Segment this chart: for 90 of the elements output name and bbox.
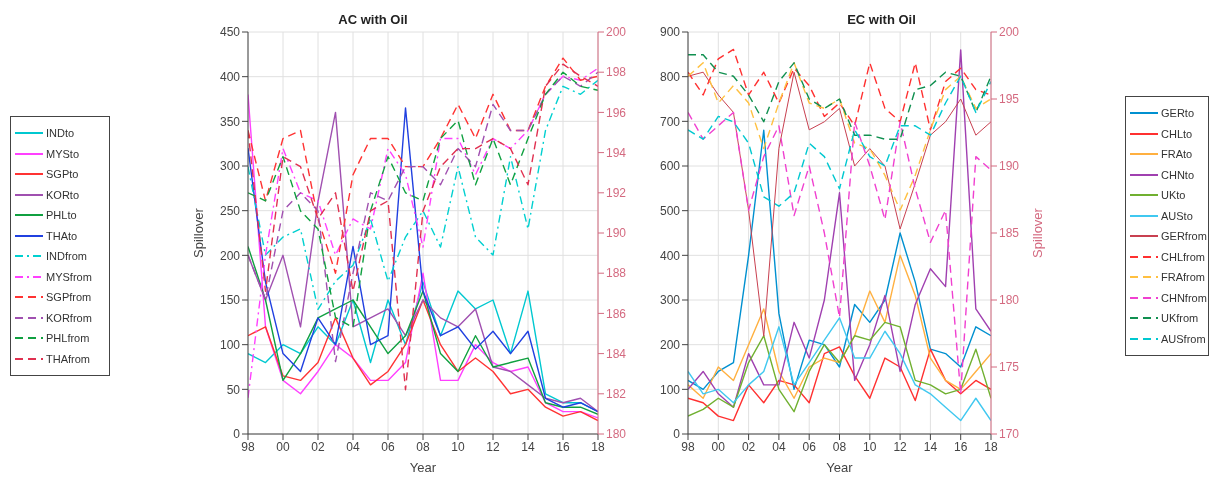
y-tick-label: 0 xyxy=(233,427,241,442)
legend-label: CHLfrom xyxy=(1161,250,1206,263)
x-tick-label: 18 xyxy=(984,439,998,454)
x-tick-label: 02 xyxy=(741,439,756,454)
y-tick-label: 400 xyxy=(219,69,241,84)
x-tick-label: 08 xyxy=(832,439,847,454)
chart-title: AC with Oil xyxy=(337,12,409,27)
x-tick-label: 04 xyxy=(772,439,786,454)
x-tick-label: 18 xyxy=(591,439,605,454)
x-tick-label: 14 xyxy=(521,439,535,454)
y-tick-label: 400 xyxy=(659,248,681,263)
x-tick-label: 98 xyxy=(681,439,695,454)
legend-label: CHNfrom xyxy=(1161,291,1207,304)
legend-label: FRAfrom xyxy=(1161,271,1205,284)
y2-axis-title: Spillover xyxy=(1029,207,1045,258)
legend-label: PHLfrom xyxy=(46,332,90,345)
x-axis-title: Year xyxy=(826,460,854,475)
y-tick-label: 0 xyxy=(673,427,681,442)
x-tick-label: 06 xyxy=(381,439,395,454)
y-tick-label: 300 xyxy=(219,159,241,174)
legend-label: INDto xyxy=(46,127,75,140)
y2-tick-label: 185 xyxy=(999,226,1020,241)
y2-tick-label: 195 xyxy=(999,92,1020,107)
y2-tick-label: 190 xyxy=(999,159,1020,174)
y-tick-label: 600 xyxy=(659,159,681,174)
legend-label: KORfrom xyxy=(46,311,92,324)
y2-tick-label: 192 xyxy=(606,186,627,201)
x-tick-label: 16 xyxy=(556,439,570,454)
y-tick-label: 500 xyxy=(659,203,681,218)
y2-tick-label: 194 xyxy=(606,145,627,160)
x-tick-label: 16 xyxy=(954,439,968,454)
y-tick-label: 450 xyxy=(219,25,241,40)
x-tick-label: 14 xyxy=(923,439,938,454)
x-tick-label: 08 xyxy=(416,439,430,454)
legend-label: AUSfrom xyxy=(1161,332,1206,345)
legend-label: MYSto xyxy=(46,147,80,160)
y2-tick-label: 196 xyxy=(606,105,627,120)
legend-label: THAto xyxy=(46,229,78,242)
legend-label: AUSto xyxy=(1161,209,1193,222)
y-tick-label: 700 xyxy=(659,114,681,129)
legend-label: SGPfrom xyxy=(46,291,92,304)
y-tick-label: 800 xyxy=(659,69,681,84)
legend-label: CHLto xyxy=(1161,127,1193,140)
y2-tick-label: 198 xyxy=(606,65,627,80)
legend-label: KORto xyxy=(46,188,80,201)
y2-tick-label: 200 xyxy=(999,25,1020,40)
y-tick-label: 100 xyxy=(659,382,681,397)
legend-label: MYSfrom xyxy=(46,270,92,283)
y2-tick-label: 188 xyxy=(606,266,627,281)
x-axis-title: Year xyxy=(409,460,437,475)
x-tick-label: 12 xyxy=(893,439,908,454)
x-tick-label: 04 xyxy=(346,439,360,454)
legend-label: UKfrom xyxy=(1161,312,1199,325)
y2-tick-label: 182 xyxy=(606,387,627,402)
x-tick-label: 00 xyxy=(711,439,726,454)
legend-label: GERfrom xyxy=(1161,230,1207,243)
legend-label: GERto xyxy=(1161,107,1195,120)
y2-tick-label: 180 xyxy=(999,293,1020,308)
y-axis-title: Spillover xyxy=(190,207,206,258)
y2-tick-label: 184 xyxy=(606,346,627,361)
y2-tick-label: 180 xyxy=(606,427,627,442)
y-tick-label: 50 xyxy=(226,382,241,397)
y-tick-label: 300 xyxy=(659,293,681,308)
y2-tick-label: 175 xyxy=(999,360,1020,375)
legend-label: PHLto xyxy=(46,209,77,222)
y-tick-label: 150 xyxy=(219,293,241,308)
legend-label: SGPto xyxy=(46,168,79,181)
y2-tick-label: 190 xyxy=(606,226,627,241)
x-tick-label: 06 xyxy=(802,439,817,454)
y2-tick-label: 186 xyxy=(606,306,627,321)
y-tick-label: 900 xyxy=(659,25,681,40)
legend-label: UKto xyxy=(1161,189,1186,202)
x-tick-label: 10 xyxy=(451,439,465,454)
x-tick-label: 10 xyxy=(863,439,877,454)
x-tick-label: 02 xyxy=(311,439,325,454)
y2-tick-label: 170 xyxy=(999,427,1020,442)
y-tick-label: 250 xyxy=(219,203,241,218)
x-tick-label: 00 xyxy=(276,439,290,454)
y-tick-label: 350 xyxy=(219,114,241,129)
legend-label: CHNto xyxy=(1161,168,1195,181)
x-tick-label: 12 xyxy=(486,439,500,454)
x-tick-label: 98 xyxy=(241,439,255,454)
legend-label: INDfrom xyxy=(46,250,87,263)
legend-label: FRAto xyxy=(1161,148,1193,161)
y-tick-label: 200 xyxy=(219,248,241,263)
legend-label: THAfrom xyxy=(46,352,90,365)
y-tick-label: 100 xyxy=(219,337,241,352)
y-tick-label: 200 xyxy=(659,337,681,352)
y2-tick-label: 200 xyxy=(606,25,627,40)
chart-title: EC with Oil xyxy=(846,12,917,27)
